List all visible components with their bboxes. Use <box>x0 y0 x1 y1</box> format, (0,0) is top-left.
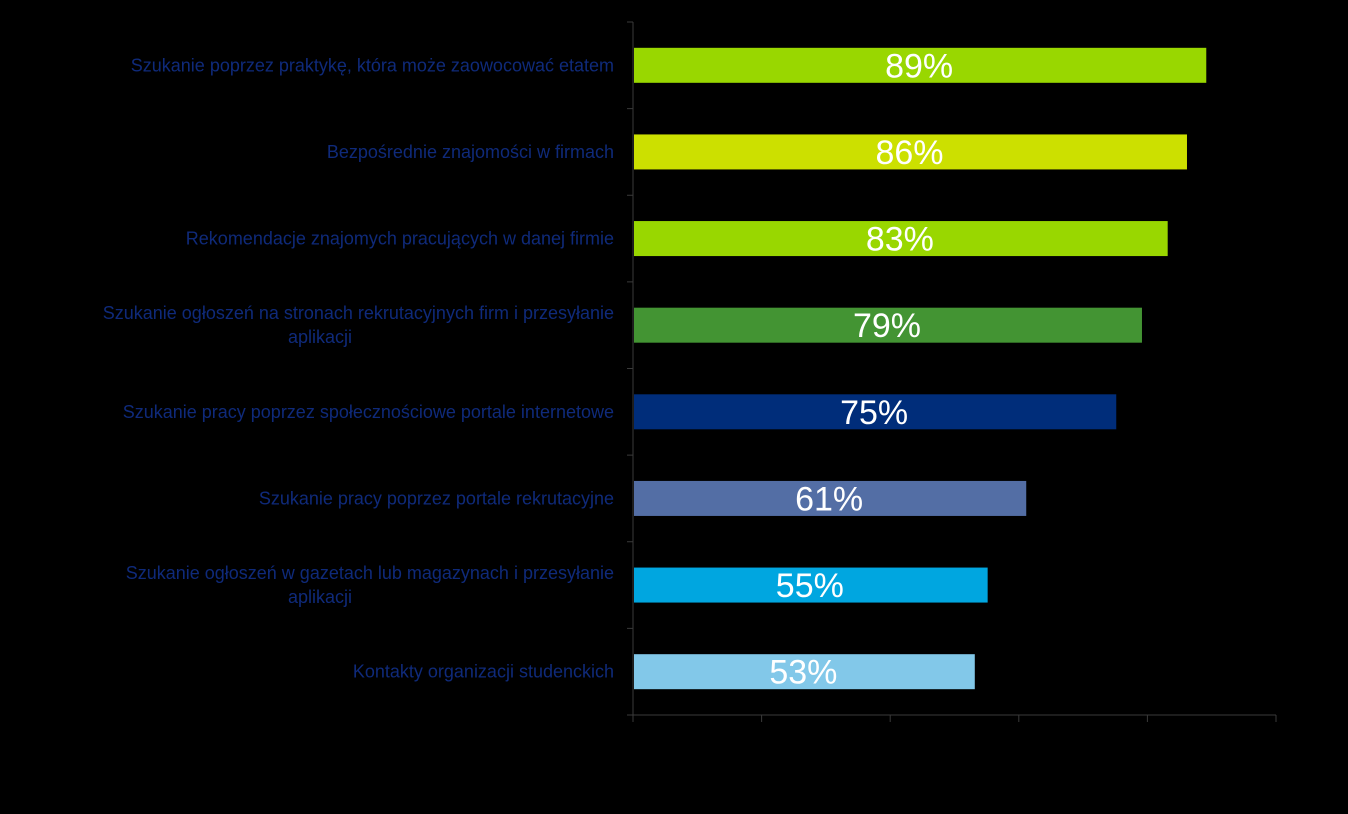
value-labels: 89% 86% 83% 79% 75% 61% 55% 53% <box>769 47 953 691</box>
chart-axes <box>627 21 1277 722</box>
bar <box>634 134 1187 170</box>
bar <box>634 654 975 690</box>
category-label-line: Rekomendacje znajomych pracujących w dan… <box>186 229 614 249</box>
bar-value-label: 89% <box>885 47 953 85</box>
category-label-line: Kontakty organizacji studenckich <box>353 662 614 682</box>
bar <box>634 567 988 603</box>
category-label-line: Szukanie ogłoszeń na stronach rekrutacyj… <box>103 303 614 323</box>
bar-value-label: 79% <box>853 307 921 345</box>
bar <box>634 221 1168 257</box>
category-labels: Szukanie poprzez praktykę, która może za… <box>103 55 614 681</box>
bar-value-label: 55% <box>776 567 844 605</box>
category-label: Szukanie pracy poprzez społecznościowe p… <box>123 402 614 422</box>
category-label-line: Szukanie ogłoszeń w gazetach lub magazyn… <box>126 563 614 583</box>
category-label-line: Szukanie pracy poprzez portale rekrutacy… <box>259 488 614 508</box>
bar <box>634 480 1027 516</box>
category-label-line: Szukanie poprzez praktykę, która może za… <box>131 55 614 75</box>
bar-value-label: 86% <box>875 134 943 172</box>
bar-value-label: 75% <box>840 394 908 432</box>
bar <box>634 307 1142 343</box>
category-label-line: aplikacji <box>288 327 352 347</box>
chart-bars <box>634 47 1207 690</box>
category-label: Szukanie poprzez praktykę, która może za… <box>131 55 614 75</box>
category-label-line: Bezpośrednie znajomości w firmach <box>327 142 614 162</box>
category-label: Rekomendacje znajomych pracujących w dan… <box>186 229 614 249</box>
bar-value-label: 61% <box>795 480 863 518</box>
category-label-line: aplikacji <box>288 587 352 607</box>
category-label: Szukanie pracy poprzez portale rekrutacy… <box>259 488 614 508</box>
bar-value-label: 83% <box>866 221 934 259</box>
bar-value-label: 53% <box>769 654 837 692</box>
bar <box>634 394 1117 430</box>
bar <box>634 47 1207 83</box>
category-label-line: Szukanie pracy poprzez społecznościowe p… <box>123 402 614 422</box>
category-label: Kontakty organizacji studenckich <box>353 662 614 682</box>
category-label: Szukanie ogłoszeń na stronach rekrutacyj… <box>103 303 614 347</box>
category-label: Szukanie ogłoszeń w gazetach lub magazyn… <box>126 563 614 607</box>
category-label: Bezpośrednie znajomości w firmach <box>327 142 614 162</box>
